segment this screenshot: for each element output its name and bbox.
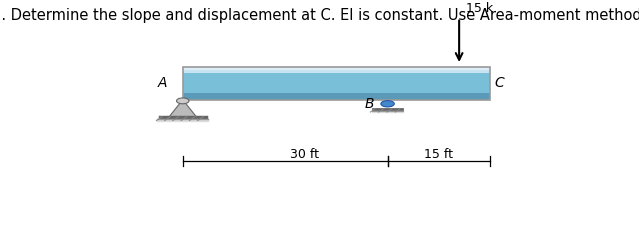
Circle shape xyxy=(176,98,189,104)
Bar xyxy=(183,73,490,93)
Bar xyxy=(183,67,490,70)
Text: 30 ft: 30 ft xyxy=(290,148,319,161)
Bar xyxy=(183,67,490,100)
Text: B: B xyxy=(365,97,374,111)
Text: A: A xyxy=(158,76,167,90)
Text: 15 k: 15 k xyxy=(466,3,493,15)
Text: 15 ft: 15 ft xyxy=(424,148,453,161)
Text: 2. Determine the slope and displacement at C. EI is constant. Use Area-moment me: 2. Determine the slope and displacement … xyxy=(0,8,639,22)
Circle shape xyxy=(381,101,394,107)
Bar xyxy=(183,70,490,73)
Polygon shape xyxy=(169,100,196,117)
Bar xyxy=(183,93,490,100)
Text: C: C xyxy=(495,76,504,90)
